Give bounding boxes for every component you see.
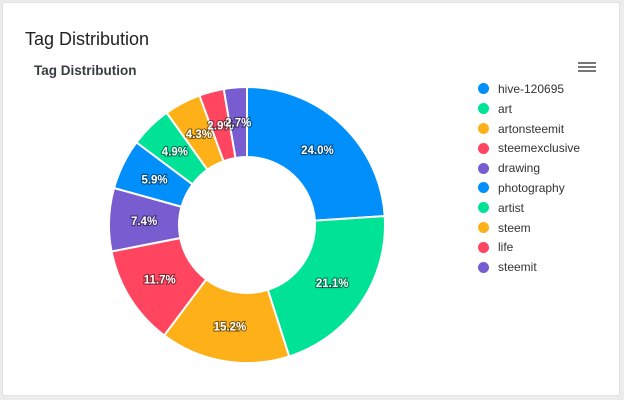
slice-label-steemit: 2.7% — [225, 117, 251, 129]
legend-label: artist — [498, 200, 525, 215]
legend-marker — [478, 202, 489, 214]
legend-label: artonsteemit — [498, 121, 565, 136]
hamburger-menu-icon[interactable] — [578, 60, 596, 76]
legend-marker — [478, 261, 489, 273]
legend-marker — [478, 103, 489, 115]
legend-label: art — [498, 101, 513, 116]
slice-label-photography: 5.9% — [141, 175, 167, 187]
legend-marker — [478, 241, 489, 253]
legend-item-steemexclusive[interactable]: steemexclusive — [478, 139, 580, 159]
slice-label-artonsteemit: 15.2% — [214, 322, 247, 334]
slice-steemit[interactable] — [222, 85, 248, 160]
donut-slices — [108, 85, 386, 364]
legend-item-steem[interactable]: steem — [478, 219, 580, 239]
slice-label-steemexclusive: 11.7% — [144, 275, 176, 287]
legend-label: steem — [498, 220, 531, 235]
legend-marker — [478, 142, 489, 154]
slice-art[interactable] — [266, 215, 386, 358]
legend-item-steemit[interactable]: steemit — [478, 258, 580, 278]
slice-label-drawing: 7.4% — [131, 216, 157, 228]
slice-labels: 24.0% 21.1% 15.2% 11.7% 7.4% 5.9% 4.9% 4.3%2.9%… — [130, 116, 350, 334]
chart-title: Tag Distribution — [34, 63, 137, 78]
legend-item-photography[interactable]: photography — [478, 179, 580, 199]
legend-label: steemit — [498, 260, 537, 275]
legend-item-drawing[interactable]: drawing — [478, 159, 580, 179]
slice-label-artist: 4.9% — [162, 146, 188, 158]
legend-label: photography — [498, 180, 565, 195]
legend-item-art[interactable]: art — [478, 100, 580, 120]
slice-label-art: 21.1% — [316, 278, 349, 290]
legend-label: hive-120695 — [498, 82, 565, 96]
legend-marker — [478, 162, 489, 174]
legend-marker — [478, 221, 489, 233]
slice-label-steem: 4.3% — [186, 129, 212, 141]
legend-label: steemexclusive — [498, 141, 581, 156]
legend-marker — [478, 123, 489, 134]
legend-label: drawing — [498, 161, 541, 176]
legend-item-hive-120695[interactable]: hive-120695 — [478, 80, 580, 100]
legend-marker — [478, 83, 489, 95]
legend-item-artonsteemit[interactable]: artonsteemit — [478, 120, 580, 140]
legend-item-artist[interactable]: artist — [478, 199, 580, 219]
slice-label-hive-120695: 24.0% — [301, 145, 334, 157]
legend-label: life — [498, 240, 514, 255]
legend-marker — [478, 182, 489, 194]
slice-label-life: 2.9% — [207, 120, 233, 132]
legend-item-life[interactable]: life — [478, 238, 580, 258]
slice-hive-120695[interactable] — [246, 85, 386, 222]
chart-legend: hive-120695 art artonsteemit steemexclusive… — [478, 80, 580, 278]
card-title: Tag Distribution — [25, 29, 150, 49]
